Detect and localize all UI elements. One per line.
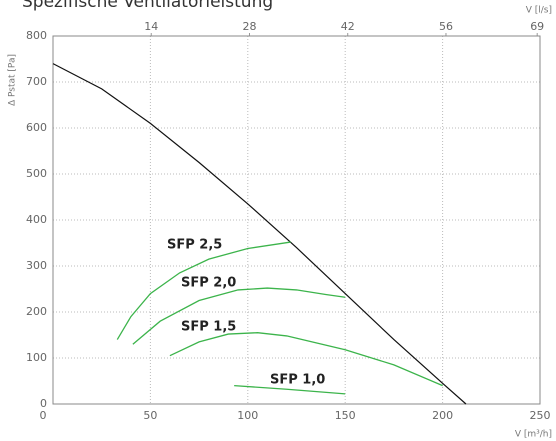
x2-tick-label: 69 bbox=[530, 20, 544, 33]
x-tick-label: 150 bbox=[335, 409, 356, 422]
x2-axis-label: V [l/s] bbox=[526, 6, 552, 16]
chart-title: Spezifische Ventilatorleistung bbox=[22, 0, 273, 12]
x-tick-label: 200 bbox=[432, 409, 453, 422]
curve-label: SFP 2,0 bbox=[181, 276, 236, 291]
y-tick-label: 400 bbox=[26, 213, 47, 226]
x-tick-label: 50 bbox=[143, 409, 157, 422]
y-tick-label: 700 bbox=[26, 75, 47, 88]
curve bbox=[132, 287, 346, 345]
curve bbox=[169, 332, 443, 387]
curve bbox=[234, 384, 346, 395]
x2-tick-label: 28 bbox=[242, 20, 256, 33]
y-tick-label: 100 bbox=[26, 351, 47, 364]
x-tick-label: 0 bbox=[40, 409, 47, 422]
curve bbox=[116, 241, 291, 340]
y-tick-label: 600 bbox=[26, 121, 47, 134]
curve-label: SFP 1,5 bbox=[181, 320, 236, 335]
curve-label: SFP 2,5 bbox=[167, 238, 222, 253]
x-tick-label: 250 bbox=[530, 409, 551, 422]
curve-label: SFP 1,0 bbox=[270, 373, 325, 388]
x2-tick-label: 42 bbox=[341, 20, 355, 33]
y-axis-label: Δ Pstat [Pa] bbox=[8, 54, 18, 106]
x2-tick-label: 56 bbox=[439, 20, 453, 33]
y-tick-label: 500 bbox=[26, 167, 47, 180]
x-tick-label: 100 bbox=[237, 409, 258, 422]
curve bbox=[52, 63, 467, 405]
x2-tick-label: 14 bbox=[144, 20, 158, 33]
y-tick-label: 200 bbox=[26, 305, 47, 318]
x-axis-label: V [m³/h] bbox=[515, 430, 552, 440]
y-tick-label: 0 bbox=[40, 397, 47, 410]
y-tick-label: 300 bbox=[26, 259, 47, 272]
y-tick-label: 800 bbox=[26, 29, 47, 42]
plot-frame bbox=[52, 35, 541, 405]
